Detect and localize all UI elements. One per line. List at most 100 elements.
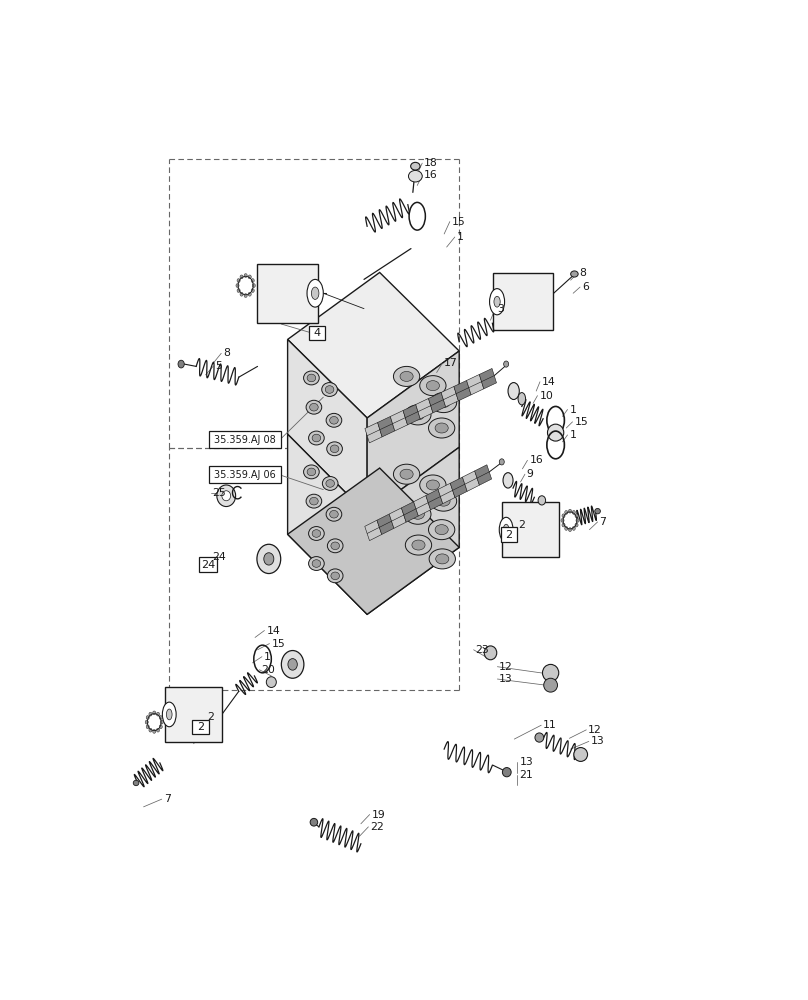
Polygon shape [367, 447, 459, 614]
Text: 9: 9 [527, 469, 534, 479]
Ellipse shape [570, 271, 579, 277]
FancyBboxPatch shape [199, 557, 217, 572]
Ellipse shape [575, 514, 578, 518]
Bar [494, 273, 553, 330]
Polygon shape [403, 404, 420, 425]
Ellipse shape [428, 418, 455, 438]
Ellipse shape [419, 475, 446, 495]
Text: 2: 2 [208, 712, 214, 722]
Text: 7: 7 [600, 517, 606, 527]
Ellipse shape [503, 524, 509, 535]
Polygon shape [365, 423, 382, 443]
Ellipse shape [288, 659, 297, 670]
Polygon shape [364, 520, 381, 541]
Ellipse shape [244, 294, 247, 297]
Polygon shape [416, 398, 433, 419]
Ellipse shape [595, 508, 600, 514]
Ellipse shape [312, 530, 321, 537]
Ellipse shape [431, 491, 457, 511]
Text: 1: 1 [570, 405, 576, 415]
Polygon shape [414, 496, 431, 516]
Ellipse shape [312, 434, 321, 442]
Ellipse shape [162, 702, 176, 727]
Ellipse shape [217, 485, 236, 507]
Text: 13: 13 [591, 736, 604, 746]
Ellipse shape [326, 413, 342, 427]
Ellipse shape [508, 383, 520, 400]
Ellipse shape [562, 514, 565, 518]
Ellipse shape [236, 284, 239, 287]
Ellipse shape [576, 518, 579, 522]
Text: 23: 23 [475, 645, 489, 655]
Ellipse shape [406, 535, 431, 555]
Ellipse shape [484, 646, 497, 660]
Ellipse shape [251, 279, 255, 282]
Polygon shape [441, 386, 458, 407]
Ellipse shape [400, 469, 413, 479]
Ellipse shape [149, 728, 152, 732]
Text: 8: 8 [223, 348, 230, 358]
Ellipse shape [310, 818, 318, 826]
Polygon shape [454, 380, 471, 401]
Ellipse shape [327, 569, 343, 583]
Ellipse shape [400, 371, 413, 381]
Text: 16: 16 [529, 455, 543, 465]
Ellipse shape [431, 393, 457, 413]
Bar [257, 264, 318, 323]
Polygon shape [479, 368, 496, 389]
Ellipse shape [306, 400, 322, 414]
Polygon shape [428, 392, 446, 413]
Ellipse shape [561, 518, 564, 522]
Ellipse shape [330, 416, 339, 424]
Ellipse shape [157, 728, 159, 732]
Ellipse shape [311, 287, 319, 299]
Polygon shape [466, 374, 484, 395]
Polygon shape [474, 465, 491, 485]
Ellipse shape [503, 768, 511, 777]
Ellipse shape [499, 459, 504, 465]
Ellipse shape [166, 709, 172, 720]
Ellipse shape [178, 360, 184, 368]
Ellipse shape [429, 549, 456, 569]
Ellipse shape [565, 526, 568, 530]
Polygon shape [377, 417, 395, 437]
Ellipse shape [304, 371, 319, 385]
Ellipse shape [309, 557, 324, 570]
Text: 12: 12 [588, 725, 602, 735]
Ellipse shape [326, 442, 343, 456]
Ellipse shape [574, 748, 587, 761]
FancyBboxPatch shape [500, 527, 517, 542]
Polygon shape [288, 434, 367, 614]
Ellipse shape [157, 712, 159, 716]
Ellipse shape [331, 542, 339, 550]
Ellipse shape [565, 510, 568, 514]
Ellipse shape [309, 431, 324, 445]
Text: 25: 25 [213, 488, 226, 498]
Ellipse shape [252, 284, 255, 287]
Text: 18: 18 [424, 158, 438, 168]
Ellipse shape [146, 716, 149, 719]
Ellipse shape [240, 292, 243, 296]
Ellipse shape [437, 496, 450, 506]
Ellipse shape [538, 496, 545, 505]
Text: 13: 13 [520, 757, 533, 767]
Text: 24: 24 [201, 560, 215, 570]
Ellipse shape [518, 393, 525, 405]
Ellipse shape [544, 678, 558, 692]
Ellipse shape [562, 523, 565, 527]
Ellipse shape [412, 540, 425, 550]
Ellipse shape [569, 528, 571, 532]
Ellipse shape [237, 289, 240, 292]
Text: 35.359.AJ 06: 35.359.AJ 06 [214, 470, 276, 480]
Ellipse shape [411, 509, 424, 519]
Ellipse shape [309, 497, 318, 505]
Ellipse shape [322, 383, 338, 396]
FancyBboxPatch shape [309, 326, 325, 340]
Text: 22: 22 [370, 822, 384, 832]
Ellipse shape [307, 468, 316, 476]
Ellipse shape [306, 494, 322, 508]
Polygon shape [450, 477, 467, 497]
Text: 2: 2 [197, 722, 204, 732]
Text: 12: 12 [499, 662, 513, 672]
Polygon shape [462, 471, 479, 491]
